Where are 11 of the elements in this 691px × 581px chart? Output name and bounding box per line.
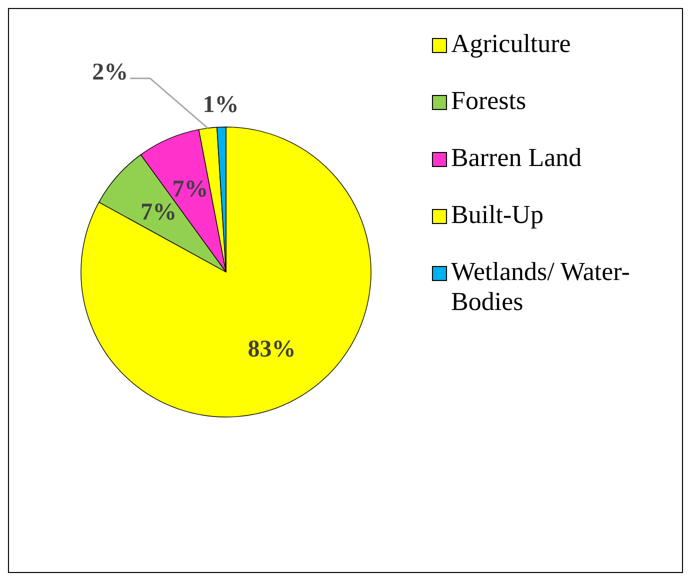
legend-label: Agriculture — [451, 29, 571, 59]
legend-label: Wetlands/ Water-Bodies — [451, 257, 631, 317]
data-label: 2% — [92, 59, 128, 86]
data-label: 1% — [202, 92, 239, 118]
legend-label: Built-Up — [451, 200, 544, 230]
legend-label: Barren Land — [451, 143, 582, 173]
data-label: 83% — [248, 336, 296, 362]
pie-slice — [80, 126, 372, 418]
legend-label: Forests — [451, 86, 526, 116]
data-label: 7% — [140, 200, 177, 226]
data-label: 7% — [172, 176, 208, 202]
